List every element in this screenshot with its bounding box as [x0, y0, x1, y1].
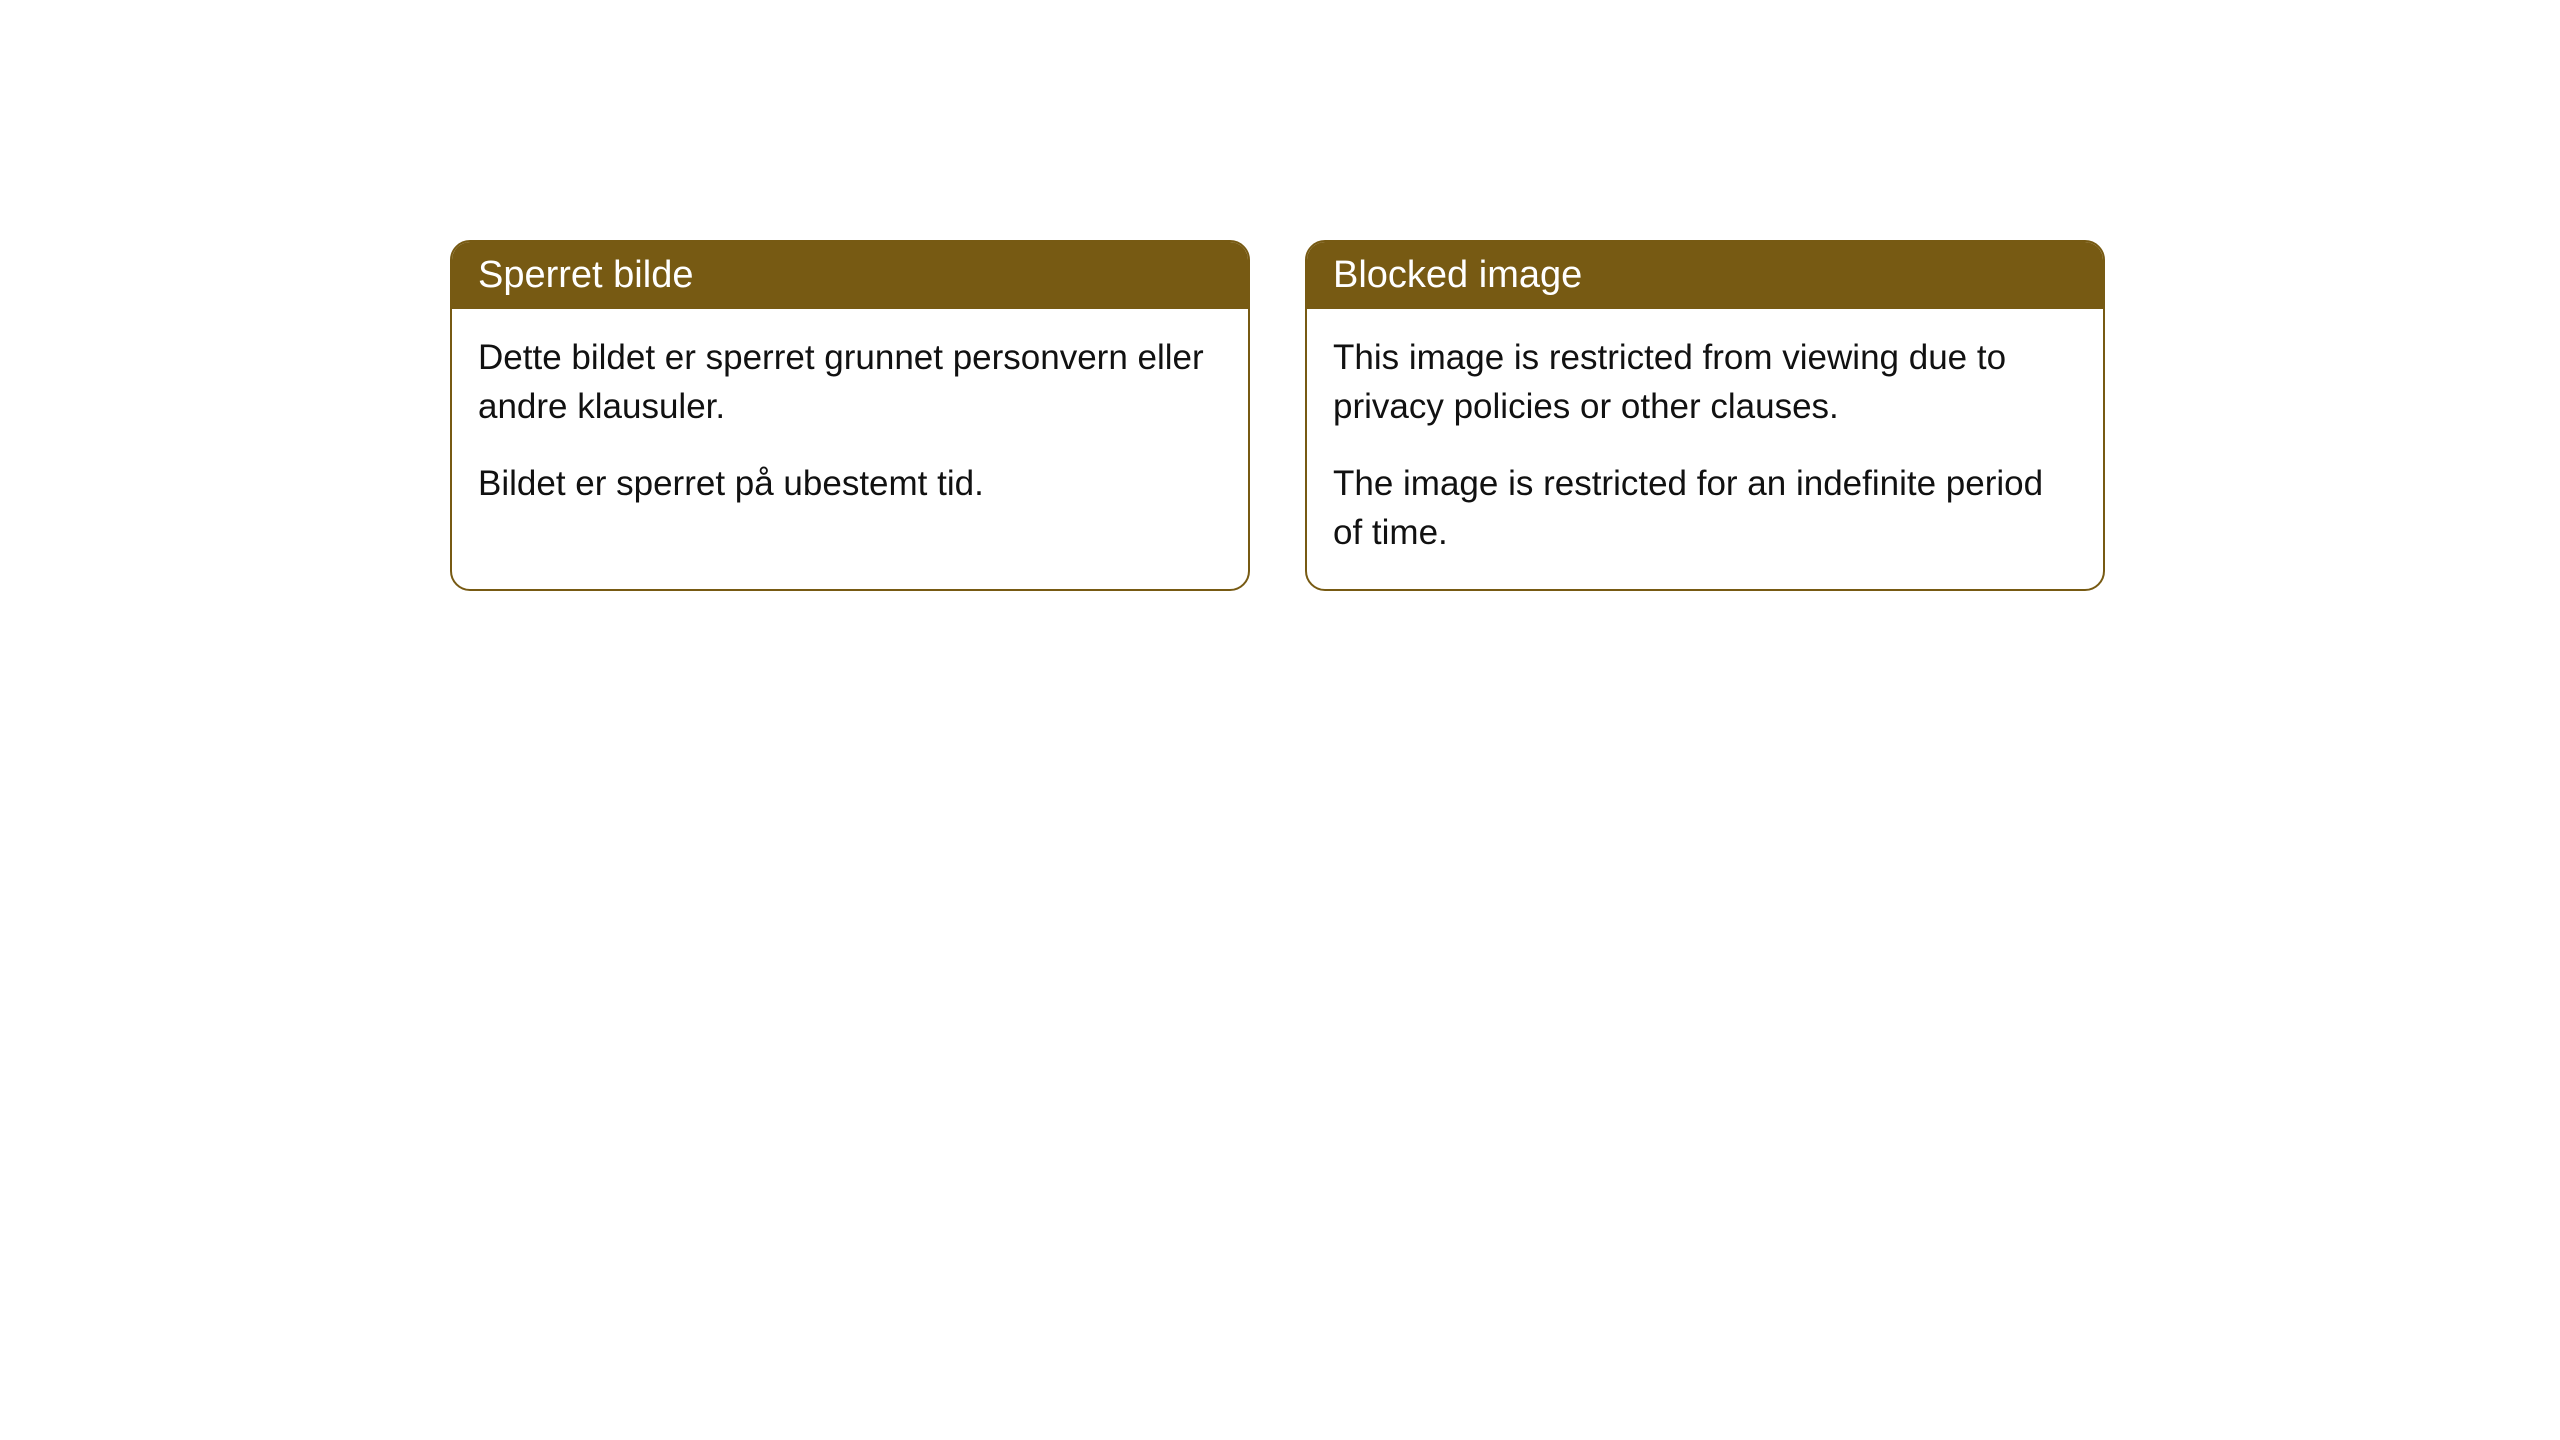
cards-container: Sperret bilde Dette bildet er sperret gr… — [450, 240, 2560, 591]
card-paragraph-2-en: The image is restricted for an indefinit… — [1333, 459, 2077, 557]
blocked-image-card-en: Blocked image This image is restricted f… — [1305, 240, 2105, 591]
blocked-image-card-no: Sperret bilde Dette bildet er sperret gr… — [450, 240, 1250, 591]
card-paragraph-1-en: This image is restricted from viewing du… — [1333, 333, 2077, 431]
card-header-en: Blocked image — [1307, 242, 2103, 309]
card-body-no: Dette bildet er sperret grunnet personve… — [452, 309, 1248, 540]
card-paragraph-1-no: Dette bildet er sperret grunnet personve… — [478, 333, 1222, 431]
card-body-en: This image is restricted from viewing du… — [1307, 309, 2103, 589]
card-paragraph-2-no: Bildet er sperret på ubestemt tid. — [478, 459, 1222, 508]
card-header-no: Sperret bilde — [452, 242, 1248, 309]
